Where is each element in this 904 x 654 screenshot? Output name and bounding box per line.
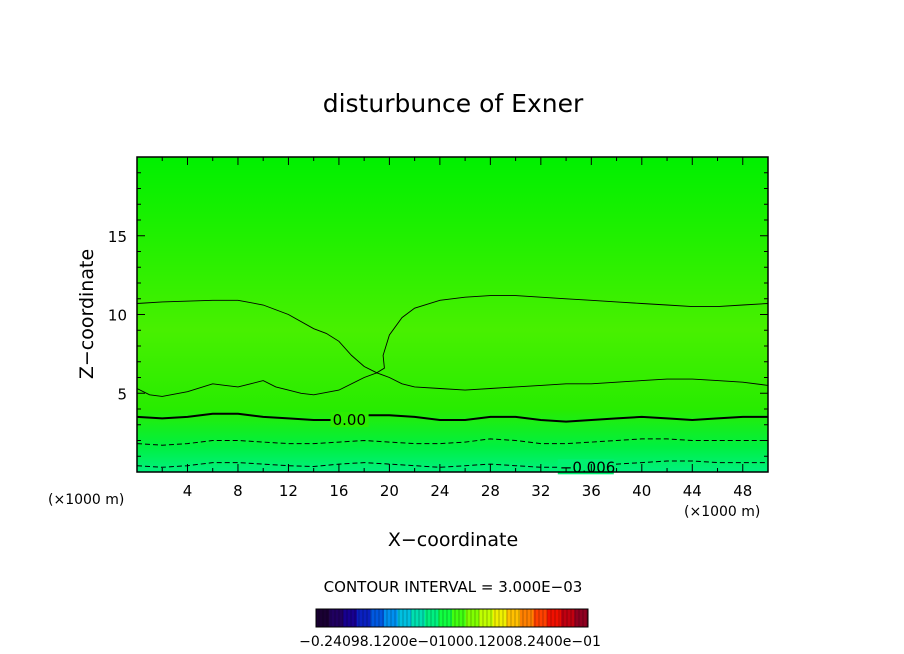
colorbar-swatch-17 [547, 609, 562, 627]
contour-line-2 [137, 412, 768, 423]
y-tick-label-1: 10 [108, 307, 127, 325]
x-tick-label-7: 32 [531, 482, 550, 500]
colorbar-swatch-15 [520, 609, 534, 627]
x-tick-label-8: 36 [582, 482, 601, 500]
contour-line-4 [137, 295, 768, 374]
x-tick-label-4: 20 [380, 482, 399, 500]
contour-interval-label: CONTOUR INTERVAL = 3.000E−03 [324, 578, 583, 596]
x-tick-label-11: 48 [733, 482, 752, 500]
contour-label-2: 0.00 [333, 411, 366, 429]
x-tick-label-10: 44 [683, 482, 702, 500]
y-axis-title: Z−coordinate [76, 249, 98, 379]
colorbar-swatch-0 [316, 609, 330, 627]
x-tick-label-3: 16 [329, 482, 348, 500]
x-axis-ticks: 4 8 12 16 20 24 28 32 36 40 44 48 [161, 157, 752, 500]
contour-label-background-2 [330, 412, 369, 427]
colorbar-swatch-14 [506, 609, 521, 627]
contour-label-0: −0.006 [560, 458, 616, 476]
contour-line-3 [137, 372, 768, 397]
colorbar-swatch-13 [492, 609, 507, 627]
x-tick-label-9: 40 [632, 482, 651, 500]
chart-title: disturbunce of Exner [323, 89, 584, 118]
colorbar-swatch-6 [397, 609, 412, 627]
y-tick-label-0: 5 [117, 385, 127, 403]
contour-line-1 [137, 438, 768, 446]
colorbar-swatch-9 [438, 609, 453, 627]
x-tick-label-2: 12 [279, 482, 298, 500]
x-tick-label-5: 24 [430, 482, 449, 500]
colorbar-swatch-1 [329, 609, 344, 627]
colorbar-swatch-3 [356, 609, 371, 627]
colorbar-swatch-8 [424, 609, 439, 627]
contour-field [137, 157, 768, 472]
colorbar-swatch-19 [574, 609, 589, 627]
x-tick-label-6: 28 [481, 482, 500, 500]
y-tick-label-2: 15 [108, 228, 127, 246]
x-tick-label-1: 8 [233, 482, 243, 500]
y-axis-ticks: 5 10 15 [108, 172, 768, 457]
colorbar-frame [315, 608, 589, 628]
x-axis-title: X−coordinate [388, 529, 518, 551]
colorbar-swatch-11 [465, 609, 480, 627]
x-unit-label: (×1000 m) [684, 504, 760, 520]
colorbar-swatch-7 [411, 609, 426, 627]
colorbar-swatch-2 [343, 609, 358, 627]
contour-label-background-0 [557, 459, 614, 475]
colorbar-labels: −0.24098.1200e−01000.12008.2400e−01 [299, 634, 601, 650]
colorbar-swatch-5 [384, 609, 398, 627]
contour-line-0 [137, 460, 768, 468]
contour-labels: −0.006 0.00 [330, 411, 616, 476]
colorbar-swatch-10 [452, 609, 466, 627]
y-unit-label: (×1000 m) [48, 492, 124, 508]
colorbar-swatch-16 [533, 609, 548, 627]
x-tick-label-0: 4 [183, 482, 193, 500]
colorbar-swatch-12 [479, 609, 494, 627]
contour-lines [137, 295, 768, 468]
colorbar-swatch-4 [370, 609, 385, 627]
colorbar-swatch-18 [560, 609, 575, 627]
colorbar [316, 609, 589, 627]
